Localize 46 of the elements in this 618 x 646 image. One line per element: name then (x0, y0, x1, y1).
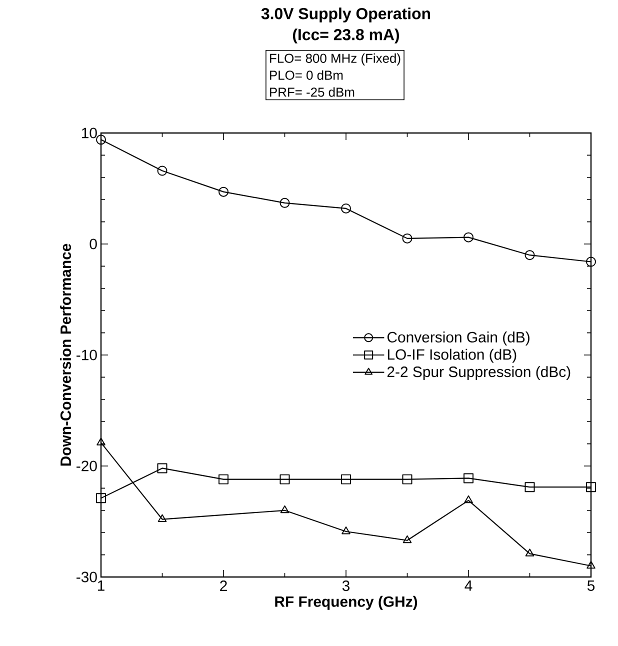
y-tick-label: -20 (76, 460, 97, 472)
legend-label: Conversion Gain (dB) (387, 332, 530, 346)
point (218, 474, 228, 484)
text: PLO= 0 dBm (270, 70, 343, 80)
x-tick-label: 3 (342, 580, 350, 592)
point (586, 256, 596, 267)
chart-title: 3.0V Supply Operation (261, 8, 430, 22)
point (280, 198, 290, 208)
legend-label: 2-2 Spur Suppression (dBc) (387, 366, 570, 380)
x-tick-label: 4 (464, 580, 472, 591)
point (586, 482, 596, 492)
point (280, 505, 290, 514)
text: PRF= -25 dBm (270, 87, 354, 97)
point (96, 493, 106, 504)
legend-label: LO-IF Isolation (dB) (388, 348, 516, 363)
y-axis-title: Down-Conversion Performance (60, 244, 72, 466)
point (402, 535, 412, 544)
x-tick-label: 5 (587, 580, 595, 591)
point (464, 495, 473, 504)
point (524, 482, 535, 492)
point (96, 134, 106, 145)
x-tick-label: 2 (220, 580, 227, 591)
point (464, 473, 474, 484)
point (525, 548, 534, 556)
point (464, 232, 474, 242)
point (158, 514, 167, 522)
point (218, 186, 228, 197)
point (341, 474, 351, 484)
y-tick-label: -10 (76, 350, 97, 360)
y-tick-label: -30 (76, 572, 97, 582)
point (280, 474, 290, 484)
point (402, 233, 412, 244)
point (96, 438, 106, 446)
point (341, 203, 351, 214)
x-axis-title: RF Frequency (GHz) (275, 596, 418, 610)
point (402, 474, 412, 484)
text: FLO= 800 MHz (Fixed) (270, 53, 400, 66)
point (524, 250, 535, 260)
point (342, 526, 350, 534)
point (157, 166, 168, 176)
y-tick-label: 0 (90, 238, 97, 250)
x-tick-label: 1 (98, 580, 104, 591)
y-tick-label: 10 (82, 128, 97, 138)
chart-subtitle: (Icc= 23.8 mA) (292, 28, 400, 44)
point (586, 560, 596, 569)
point (157, 463, 168, 474)
